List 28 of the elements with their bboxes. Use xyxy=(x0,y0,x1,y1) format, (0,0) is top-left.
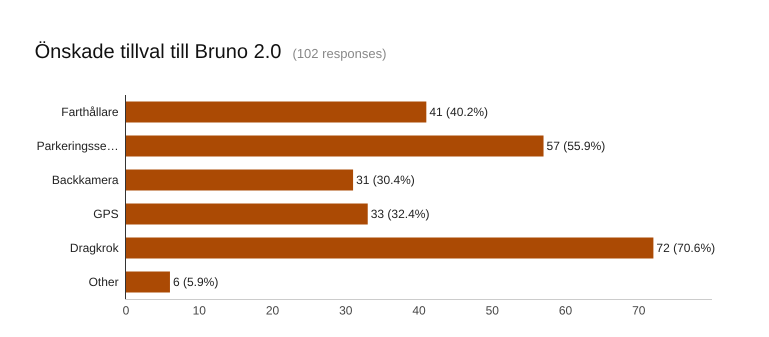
x-tick-label: 40 xyxy=(412,303,426,318)
y-tick-label: Farthållare xyxy=(61,105,119,120)
chart-title: Önskade tillval till Bruno 2.0 xyxy=(34,40,282,63)
bar xyxy=(126,101,426,123)
y-tick-label: Other xyxy=(88,275,119,290)
bar xyxy=(126,203,368,225)
data-label: 6 (5.9%) xyxy=(172,275,218,289)
data-label: 57 (55.9%) xyxy=(546,139,606,153)
x-tick-label: 30 xyxy=(339,303,353,318)
bar xyxy=(126,237,654,259)
x-tick-label: 50 xyxy=(486,303,500,318)
bar xyxy=(126,271,170,293)
data-label: 31 (30.4%) xyxy=(356,173,415,187)
x-tick-label: 10 xyxy=(192,303,206,318)
data-label: 33 (32.4%) xyxy=(370,207,430,221)
x-tick-label: 20 xyxy=(266,303,280,318)
data-label: 72 (70.6%) xyxy=(656,241,716,255)
bar xyxy=(126,169,354,191)
y-tick-label: GPS xyxy=(93,207,119,222)
x-tick-label: 0 xyxy=(122,303,130,318)
y-tick-label: Parkeringsse… xyxy=(36,139,119,154)
x-tick-label: 70 xyxy=(632,303,646,318)
bar xyxy=(126,135,544,157)
y-tick-label: Dragkrok xyxy=(70,241,120,256)
x-tick-label: 60 xyxy=(558,303,572,318)
chart-subtitle: (102 responses) xyxy=(292,46,386,61)
data-label: 41 (40.2%) xyxy=(429,105,488,119)
y-tick-label: Backkamera xyxy=(52,173,119,188)
